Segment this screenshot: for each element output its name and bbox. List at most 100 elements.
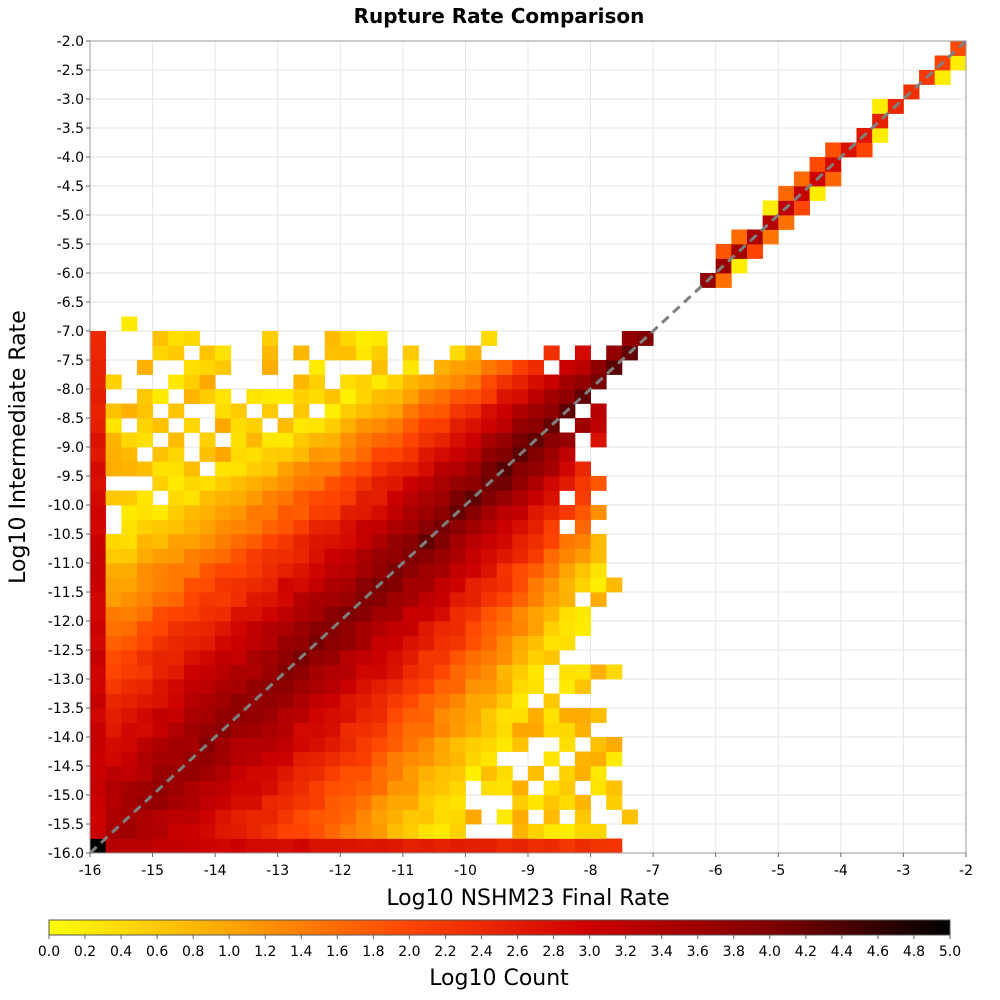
- heatmap-cell: [528, 418, 545, 433]
- heatmap-cell: [277, 577, 294, 593]
- y-tick-label: -14.5: [48, 759, 84, 775]
- heatmap-cell: [496, 418, 513, 433]
- heatmap-cell: [152, 722, 169, 738]
- heatmap-cell: [481, 838, 498, 854]
- heatmap-cell: [449, 606, 466, 622]
- heatmap-cell: [402, 418, 419, 433]
- heatmap-cell: [246, 722, 263, 738]
- heatmap-cell: [199, 809, 216, 825]
- heatmap-cell: [809, 157, 826, 172]
- heatmap-cell: [183, 606, 200, 622]
- heatmap-cell: [105, 809, 122, 825]
- heatmap-cell: [246, 679, 263, 694]
- heatmap-cell: [418, 708, 435, 723]
- heatmap-cell: [168, 679, 185, 694]
- heatmap-cell: [340, 679, 357, 694]
- heatmap-cell: [355, 519, 372, 535]
- heatmap-cell: [434, 606, 451, 622]
- heatmap-cell: [215, 505, 232, 520]
- heatmap-cell: [355, 650, 372, 665]
- heatmap-cell: [121, 838, 138, 854]
- heatmap-cell: [355, 635, 372, 651]
- heatmap-cell: [402, 490, 419, 506]
- colorbar-tick-label: 4.2: [795, 944, 817, 960]
- heatmap-cell: [183, 360, 200, 375]
- colorbar-tick-label: 3.4: [651, 944, 673, 960]
- y-axis-title: Log10 Intermediate Rate: [6, 310, 31, 584]
- heatmap-cell: [152, 693, 169, 709]
- heatmap-cell: [340, 824, 357, 839]
- heatmap-cell: [512, 505, 529, 520]
- heatmap-cell: [90, 780, 107, 796]
- heatmap-cell: [121, 737, 138, 752]
- heatmap-cell: [230, 635, 247, 651]
- heatmap-cell: [215, 766, 232, 781]
- heatmap-cell: [121, 403, 138, 419]
- heatmap-cell: [199, 548, 216, 564]
- heatmap-cell: [90, 737, 107, 752]
- heatmap-cell: [528, 519, 545, 535]
- heatmap-cell: [136, 548, 153, 564]
- heatmap-cell: [606, 795, 623, 810]
- heatmap-cell: [199, 432, 216, 448]
- heatmap-cell: [528, 635, 545, 651]
- heatmap-cell: [481, 577, 498, 593]
- x-tick-label: -7: [646, 863, 660, 879]
- heatmap-cell: [543, 563, 560, 578]
- heatmap-cell: [355, 606, 372, 622]
- heatmap-cell: [402, 447, 419, 462]
- heatmap-cell: [105, 374, 122, 390]
- heatmap-cell: [574, 751, 591, 767]
- heatmap-cell: [496, 650, 513, 665]
- heatmap-cell: [528, 505, 545, 520]
- heatmap-cell: [574, 505, 591, 520]
- heatmap-cell: [199, 722, 216, 738]
- heatmap-cell: [481, 780, 498, 796]
- heatmap-cell: [574, 577, 591, 593]
- heatmap-cell: [246, 505, 263, 520]
- heatmap-cell: [246, 824, 263, 839]
- heatmap-cell: [543, 577, 560, 593]
- heatmap-cell: [449, 780, 466, 796]
- heatmap-cell: [309, 737, 326, 752]
- heatmap-cell: [590, 563, 607, 578]
- heatmap-cell: [543, 490, 560, 506]
- heatmap-cell: [246, 664, 263, 680]
- heatmap-cell: [371, 635, 388, 651]
- heatmap-cell: [121, 490, 138, 506]
- x-tick-label: -5: [771, 863, 785, 879]
- heatmap-cell: [246, 621, 263, 636]
- heatmap-cell: [606, 664, 623, 680]
- heatmap-cell: [105, 447, 122, 462]
- heatmap-cell: [387, 621, 404, 636]
- heatmap-cell: [418, 432, 435, 448]
- colorbar-tick-label: 2.4: [470, 944, 492, 960]
- heatmap-cell: [90, 563, 107, 578]
- heatmap-cell: [543, 838, 560, 854]
- heatmap-cell: [262, 650, 279, 665]
- heatmap-cell: [371, 345, 388, 361]
- heatmap-cell: [418, 766, 435, 781]
- heatmap-cell: [512, 461, 529, 477]
- x-tick-label: -13: [266, 863, 289, 879]
- heatmap-cell: [574, 766, 591, 781]
- heatmap-cell: [136, 403, 153, 419]
- heatmap-cell: [105, 403, 122, 419]
- heatmap-cell: [340, 650, 357, 665]
- heatmap-cell: [168, 447, 185, 462]
- heatmap-cell: [183, 461, 200, 477]
- heatmap-cell: [402, 679, 419, 694]
- heatmap-cell: [355, 432, 372, 448]
- heatmap-cell: [528, 838, 545, 854]
- heatmap-cell: [324, 418, 341, 433]
- heatmap-cell: [559, 664, 576, 680]
- heatmap-cell: [121, 505, 138, 520]
- heatmap-cell: [512, 534, 529, 549]
- heatmap-cell: [293, 403, 310, 419]
- heatmap-cell: [512, 737, 529, 752]
- heatmap-cell: [277, 389, 294, 404]
- x-tick-label: -16: [79, 863, 102, 879]
- y-tick-label: -15.0: [48, 788, 84, 804]
- heatmap-cell: [387, 432, 404, 448]
- heatmap-cell: [449, 592, 466, 607]
